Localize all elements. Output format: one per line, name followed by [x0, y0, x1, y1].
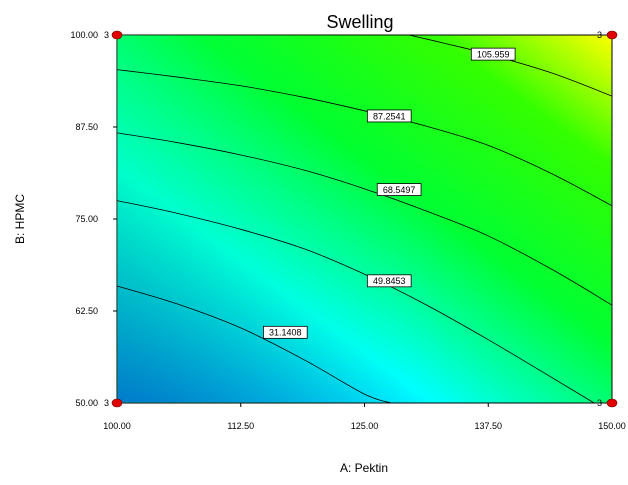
- contour-labels: 31.1408 49.8453 68.5497 87.2541 105.959: [262, 47, 516, 339]
- x-tick-label: 137.50: [474, 421, 502, 431]
- x-tick-label: 100.00: [103, 421, 131, 431]
- contour-line-2: [116, 132, 613, 306]
- x-tick-label: 125.00: [351, 421, 379, 431]
- contour-label-0: 31.1408: [269, 328, 302, 338]
- x-tick-label: 150.00: [598, 421, 626, 431]
- contour-label-3: 87.2541: [373, 111, 406, 121]
- design-point-0: [111, 30, 123, 40]
- design-points: 3 3 3 3: [104, 30, 618, 408]
- design-point-2: [111, 398, 123, 408]
- contour-label-box-2: [376, 183, 422, 196]
- design-point-1: [606, 30, 618, 40]
- design-point-3: [606, 398, 618, 408]
- contour-label-4: 105.959: [477, 49, 510, 59]
- x-axis-title: A: Pektin: [340, 461, 388, 475]
- contour-label-box-3: [366, 109, 412, 123]
- contour-label-1: 49.8453: [373, 276, 406, 286]
- y-tick-label: 87.50: [75, 122, 98, 132]
- contour-line-1: [116, 200, 595, 404]
- contour-label-box-4: [470, 47, 516, 61]
- design-point-count-1: 3: [597, 30, 602, 40]
- contour-label-2: 68.5497: [383, 185, 416, 195]
- design-point-count-0: 3: [104, 30, 109, 40]
- y-axis-title: B: HPMC: [13, 194, 27, 244]
- x-tick-label: 112.50: [227, 421, 254, 431]
- y-tick-label: 50.00: [75, 398, 98, 408]
- y-tick-label: 75.00: [75, 214, 98, 224]
- y-tick-label: 62.50: [75, 306, 98, 316]
- design-point-count-2: 3: [104, 398, 109, 408]
- x-axis: 100.00 112.50 125.00 137.50 150.00: [103, 403, 626, 431]
- contour-line-0: [116, 285, 392, 404]
- contour-label-box-1: [366, 274, 412, 288]
- design-point-count-3: 3: [597, 398, 602, 408]
- plot-area-shading: [117, 35, 612, 403]
- chart-title: Swelling: [326, 12, 393, 32]
- contour-label-box-0: [262, 325, 308, 339]
- contour-line-3: [116, 69, 613, 207]
- y-tick-label: 100.00: [70, 30, 98, 40]
- y-axis: 50.00 62.50 75.00 87.50 100.00: [70, 30, 117, 408]
